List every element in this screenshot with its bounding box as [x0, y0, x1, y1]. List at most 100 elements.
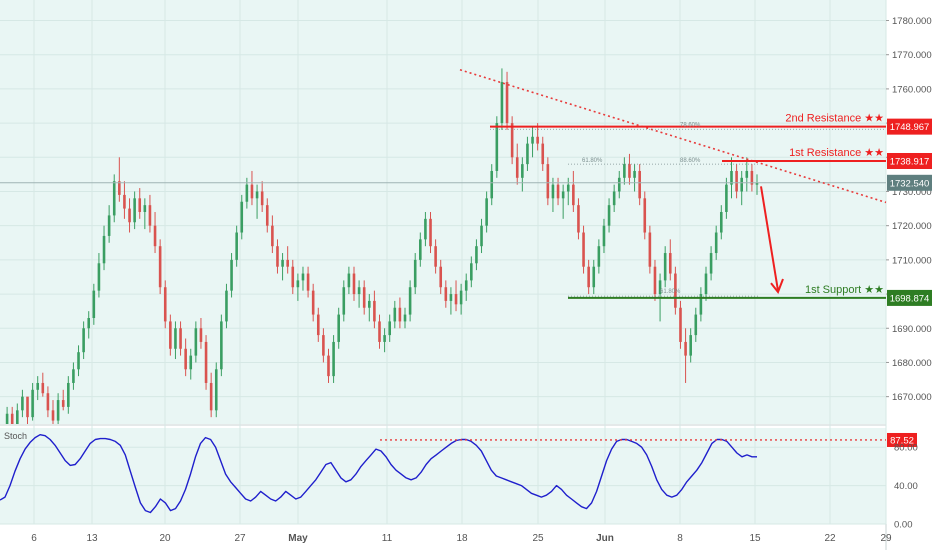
candle-body	[245, 184, 249, 202]
candle-body	[755, 182, 759, 185]
candle-body	[214, 369, 218, 411]
candle-body	[255, 191, 259, 199]
candle-body	[582, 232, 585, 267]
level-price-label: 1738.917	[890, 156, 930, 167]
candle-body	[61, 400, 65, 407]
candle-body	[745, 170, 749, 178]
x-tick-label: Jun	[596, 533, 614, 544]
candle-body	[373, 300, 376, 322]
candle-body	[158, 246, 162, 288]
candle-body	[138, 198, 142, 212]
candle-body	[250, 184, 254, 199]
candle-body	[31, 389, 34, 418]
candle-body	[260, 191, 264, 206]
candle-body	[189, 355, 193, 370]
candle-body	[82, 328, 85, 353]
candle-body	[638, 170, 641, 199]
candle-body	[398, 307, 402, 322]
y-tick-label: 1730.000	[892, 187, 932, 198]
candle-body	[684, 341, 687, 356]
candle-body	[546, 164, 550, 199]
candle-body	[5, 413, 9, 424]
candle-body	[714, 232, 718, 254]
candle-body	[383, 335, 386, 342]
candle-body	[607, 205, 611, 226]
candle-body	[419, 239, 422, 260]
x-tick-label: 6	[31, 533, 37, 544]
candle-body	[587, 266, 590, 288]
y-tick-label: 1720.000	[892, 221, 932, 232]
candle-body	[643, 198, 647, 233]
candle-body	[388, 321, 392, 336]
candle-body	[281, 259, 284, 267]
forecast-arrow-shaft	[760, 186, 779, 291]
candle-body	[311, 290, 315, 315]
candle-body	[495, 123, 499, 171]
candle-body	[179, 328, 182, 349]
price-pane-bg	[0, 0, 886, 424]
candle-body	[663, 253, 667, 281]
candle-body	[72, 369, 75, 383]
candle-body	[541, 143, 545, 165]
fib-label: 78.60%	[680, 123, 701, 129]
x-tick-label: 13	[86, 533, 98, 544]
candle-body	[459, 290, 463, 305]
candle-body	[235, 232, 238, 260]
stoch-line	[0, 434, 757, 514]
candle-body	[572, 184, 575, 206]
x-tick-label: 15	[749, 533, 761, 544]
candle-body	[500, 82, 504, 124]
candle-body	[556, 184, 560, 199]
candle-body	[220, 321, 223, 370]
x-tick-label: 11	[382, 533, 393, 544]
candle-body	[526, 143, 529, 165]
x-tick-label: 25	[532, 533, 544, 544]
candle-body	[480, 225, 483, 247]
candle-body	[21, 396, 24, 411]
x-tick-label: 8	[677, 533, 683, 544]
candle-body	[648, 232, 652, 267]
candle-body	[515, 157, 519, 178]
x-tick-label: 29	[880, 533, 892, 544]
stoch-y-tick-label: 40.00	[894, 481, 918, 492]
candle-body	[612, 191, 616, 206]
stoch-title: Stoch	[4, 431, 27, 441]
candle-body	[725, 184, 728, 212]
candle-body	[551, 184, 555, 199]
candle-body	[628, 164, 631, 178]
candle-body	[393, 307, 397, 322]
candle-body	[230, 259, 233, 291]
candle-body	[153, 225, 157, 247]
candle-body	[510, 123, 514, 158]
y-tick-label: 1670.000	[892, 392, 932, 403]
candle-body	[704, 273, 708, 295]
candle-body	[490, 170, 494, 199]
candle-body	[41, 382, 45, 394]
level-label: 1st Support ★★	[805, 284, 884, 296]
candle-body	[327, 355, 330, 377]
candle-body	[689, 335, 692, 356]
candle-body	[429, 218, 432, 247]
candle-body	[470, 263, 473, 281]
candle-body	[730, 170, 733, 185]
candle-body	[679, 307, 682, 342]
price-axis-bg	[886, 0, 932, 550]
fib-label: 61.80%	[660, 289, 681, 295]
stoch-level-tag	[887, 432, 917, 447]
stoch-y-tick-label: 80.00	[894, 443, 918, 454]
candle-body	[67, 382, 70, 407]
candle-body	[709, 253, 713, 274]
level-price-label: 1748.967	[890, 122, 930, 133]
candle-body	[143, 205, 147, 212]
candle-body	[296, 280, 300, 288]
candle-body	[301, 273, 305, 281]
candle-body	[424, 218, 427, 240]
candle-body	[750, 170, 754, 185]
candle-body	[521, 164, 524, 178]
candle-body	[352, 273, 356, 295]
candle-body	[97, 263, 101, 291]
candle-body	[265, 205, 269, 226]
candle-body	[668, 253, 672, 274]
